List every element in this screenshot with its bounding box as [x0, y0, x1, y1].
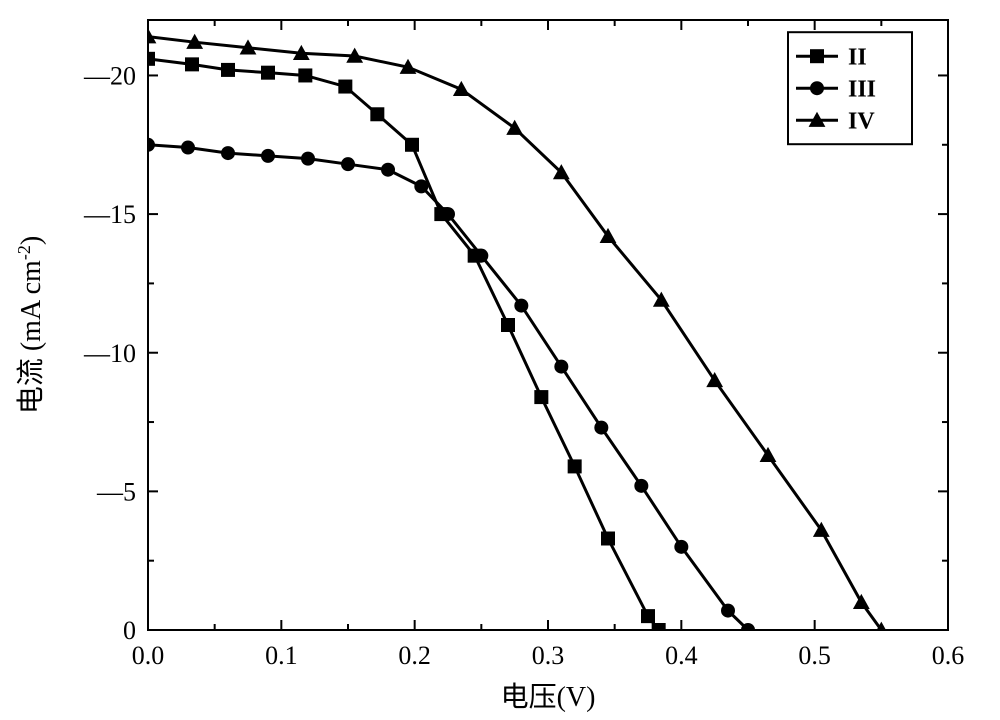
- square-marker: [298, 68, 312, 82]
- x-tick-label: 0.4: [665, 641, 698, 670]
- circle-marker: [554, 360, 568, 374]
- circle-marker: [721, 604, 735, 618]
- circle-marker: [741, 623, 755, 637]
- y-axis-title: 电流 (mA cm-2): [14, 236, 47, 414]
- circle-marker: [674, 540, 688, 554]
- legend-label: III: [848, 77, 876, 103]
- x-tick-label: 0.3: [532, 641, 565, 670]
- square-marker: [568, 459, 582, 473]
- circle-marker: [514, 299, 528, 313]
- y-tick-label: —20: [83, 62, 136, 91]
- square-marker: [261, 66, 275, 80]
- triangle-marker: [853, 594, 870, 609]
- legend-label: II: [848, 45, 867, 71]
- circle-marker: [810, 81, 824, 95]
- square-marker: [338, 80, 352, 94]
- square-marker: [405, 138, 419, 152]
- legend: IIIIIIV: [788, 32, 912, 144]
- x-tick-label: 0.5: [798, 641, 831, 670]
- circle-marker: [594, 421, 608, 435]
- square-marker: [534, 390, 548, 404]
- circle-marker: [221, 146, 235, 160]
- square-marker: [501, 318, 515, 332]
- legend-label: IV: [848, 109, 875, 135]
- y-tick-label: —5: [96, 477, 136, 506]
- triangle-marker: [706, 372, 723, 387]
- square-marker: [601, 532, 615, 546]
- x-tick-label: 0.2: [398, 641, 431, 670]
- chart-svg: 0.0 0.1 0.2 0.3 0.4 0.5 0.6 电压(V) 0 —5 —10 —15 —20 电流…: [0, 0, 1000, 720]
- square-marker: [810, 49, 824, 63]
- circle-marker: [414, 179, 428, 193]
- square-marker: [641, 609, 655, 623]
- series-group: [140, 28, 890, 637]
- square-marker: [221, 63, 235, 77]
- square-marker: [185, 57, 199, 71]
- circle-marker: [634, 479, 648, 493]
- y-tick-label: 0: [123, 616, 136, 645]
- square-marker: [370, 107, 384, 121]
- y-tick-label: —10: [83, 339, 136, 368]
- triangle-marker: [140, 28, 157, 43]
- circle-marker: [341, 157, 355, 171]
- circle-marker: [474, 249, 488, 263]
- circle-marker: [141, 138, 155, 152]
- x-tick-label: 0.6: [932, 641, 965, 670]
- square-marker: [141, 52, 155, 66]
- x-tick-label: 0.0: [132, 641, 165, 670]
- series-line-II: [148, 59, 659, 630]
- circle-marker: [261, 149, 275, 163]
- iv-curve-chart: 0.0 0.1 0.2 0.3 0.4 0.5 0.6 电压(V) 0 —5 —10 —15 —20 电流…: [0, 0, 1000, 720]
- series-II: [141, 52, 666, 637]
- circle-marker: [181, 141, 195, 155]
- circle-marker: [381, 163, 395, 177]
- circle-marker: [441, 207, 455, 221]
- square-marker: [652, 623, 666, 637]
- x-axis-title: 电压(V): [501, 681, 596, 713]
- series-III: [141, 138, 755, 637]
- series-IV: [140, 28, 890, 636]
- x-tick-label: 0.1: [265, 641, 298, 670]
- circle-marker: [301, 152, 315, 166]
- y-tick-label: —15: [83, 200, 136, 229]
